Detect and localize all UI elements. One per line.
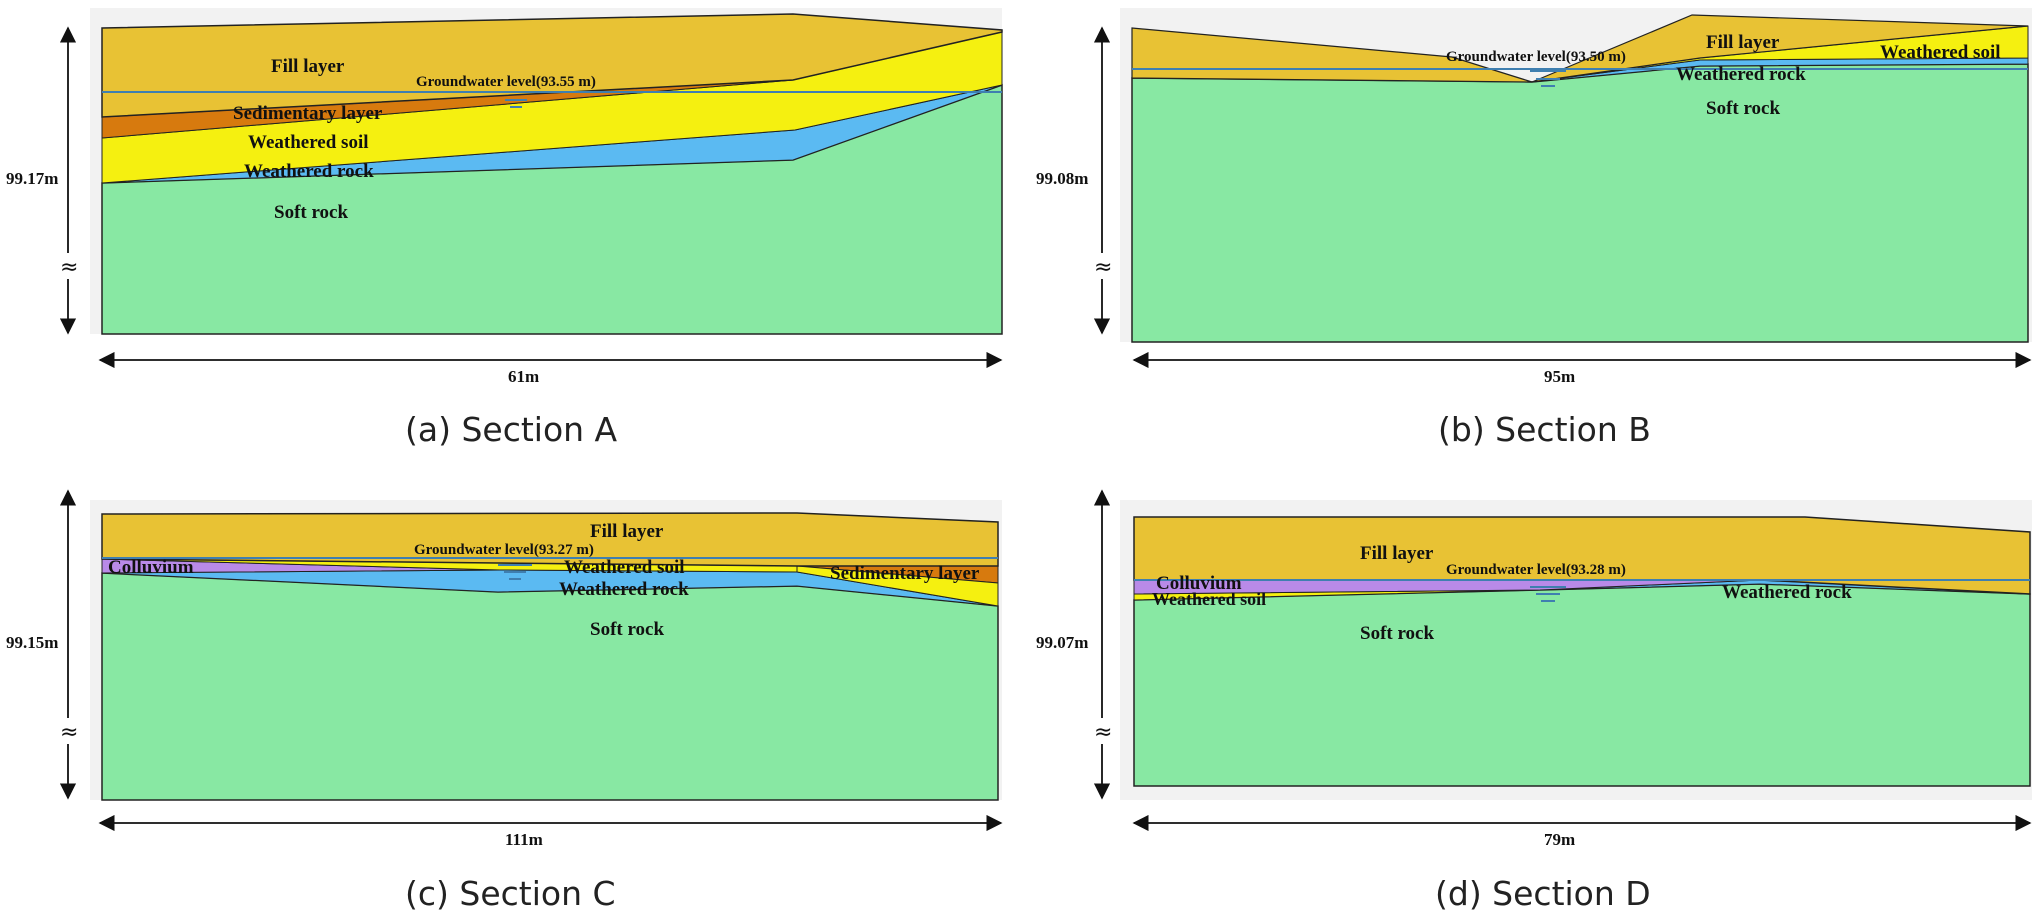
fill-layer-region xyxy=(1531,14,2029,83)
water-table-icon xyxy=(1530,70,1566,87)
weathered-soil-label: Weathered soil xyxy=(564,557,685,578)
soft-rock-label: Soft rock xyxy=(590,619,664,640)
panel-caption: (d) Section D xyxy=(1435,874,1651,913)
height-label: 99.07m xyxy=(1036,633,1088,652)
groundwater-label: Groundwater level(93.55 m) xyxy=(416,74,596,90)
weathered-rock-label: Weathered rock xyxy=(1722,582,1852,603)
colluvium-label: Colluvium xyxy=(1156,573,1242,594)
soft-rock-label: Soft rock xyxy=(274,202,348,223)
break-symbol: ≈ xyxy=(1094,255,1112,280)
colluvium-label: Colluvium xyxy=(108,557,194,578)
groundwater-label: Groundwater level(93.50 m) xyxy=(1446,49,1626,65)
break-symbol: ≈ xyxy=(1094,720,1112,745)
groundwater-label: Groundwater level(93.28 m) xyxy=(1446,562,1626,578)
panel-caption: (a) Section A xyxy=(405,410,618,449)
weathered-soil-label: Weathered soil xyxy=(1880,42,2001,63)
weathered-rock-label: Weathered rock xyxy=(1676,64,1806,85)
panel-caption: (b) Section B xyxy=(1438,410,1651,449)
soft-rock-region xyxy=(1131,63,2029,343)
sedimentary-layer-label: Sedimentary layer xyxy=(233,103,383,124)
panel-caption: (c) Section C xyxy=(405,874,616,913)
panel-section-c: Groundwater level(93.27 m) Fill layer Co… xyxy=(6,489,1003,913)
fill-layer-label: Fill layer xyxy=(1360,543,1434,564)
height-label: 99.17m xyxy=(6,169,58,188)
height-label: 99.15m xyxy=(6,633,58,652)
water-table-icon xyxy=(498,564,532,580)
panel-section-b: Groundwater level(93.50 m) Fill layer We… xyxy=(1036,8,2032,449)
panel-section-a: Groundwater level(93.55 m) Fill layer Se… xyxy=(6,8,1003,449)
sedimentary-layer-label: Sedimentary layer xyxy=(830,563,980,584)
width-label: 111m xyxy=(505,830,543,849)
break-symbol: ≈ xyxy=(60,255,78,280)
soft-rock-label: Soft rock xyxy=(1360,623,1434,644)
soft-rock-region xyxy=(1133,583,2031,787)
panel-section-d: Groundwater level(93.28 m) Fill layer Co… xyxy=(1036,489,2032,913)
soft-rock-label: Soft rock xyxy=(1706,98,1780,119)
weathered-soil-label: Weathered soil xyxy=(248,132,369,153)
height-label: 99.08m xyxy=(1036,169,1088,188)
width-label: 61m xyxy=(508,367,539,386)
water-table-icon xyxy=(500,91,532,108)
water-table-icon xyxy=(1530,586,1566,602)
width-label: 79m xyxy=(1544,830,1575,849)
width-label: 95m xyxy=(1544,367,1575,386)
fill-layer-label: Fill layer xyxy=(590,521,664,542)
weathered-rock-label: Weathered rock xyxy=(244,161,374,182)
fill-layer-label: Fill layer xyxy=(271,56,345,77)
soft-rock-region xyxy=(101,572,999,801)
groundwater-label: Groundwater level(93.27 m) xyxy=(414,542,594,558)
break-symbol: ≈ xyxy=(60,720,78,745)
fill-layer-label: Fill layer xyxy=(1706,32,1780,53)
weathered-soil-label: Weathered soil xyxy=(1152,589,1266,609)
weathered-rock-label: Weathered rock xyxy=(559,579,689,600)
